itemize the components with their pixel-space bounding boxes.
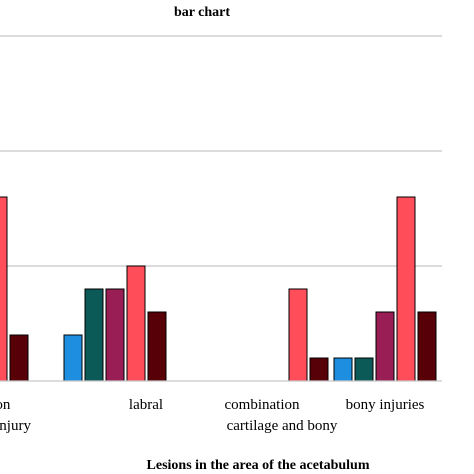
bar	[63, 334, 83, 382]
bars	[0, 196, 437, 382]
bar	[288, 288, 308, 382]
bar	[309, 357, 329, 382]
bar	[0, 196, 8, 382]
x-tick-label: cation	[0, 397, 11, 413]
x-tick-labels: cation mitant injury labral combination cart…	[0, 397, 425, 434]
x-axis-label: Lesions in the area of the acetabulum	[147, 458, 370, 473]
bar	[333, 357, 353, 382]
x-tick-label: cartilage and bony	[227, 418, 338, 434]
bar	[84, 288, 104, 382]
bar	[147, 311, 167, 382]
bar	[354, 357, 374, 382]
bar	[105, 288, 125, 382]
bar	[417, 311, 437, 382]
bar	[396, 196, 416, 382]
gridlines	[0, 35, 442, 267]
bar	[9, 334, 29, 382]
chart-title: bar chart	[174, 5, 230, 20]
x-tick-label: bony injuries	[346, 397, 425, 413]
x-tick-label: mitant injury	[0, 418, 31, 434]
bar	[375, 311, 395, 382]
x-tick-label: labral	[129, 397, 163, 413]
bar	[126, 265, 146, 382]
x-tick-label: combination	[225, 397, 300, 413]
